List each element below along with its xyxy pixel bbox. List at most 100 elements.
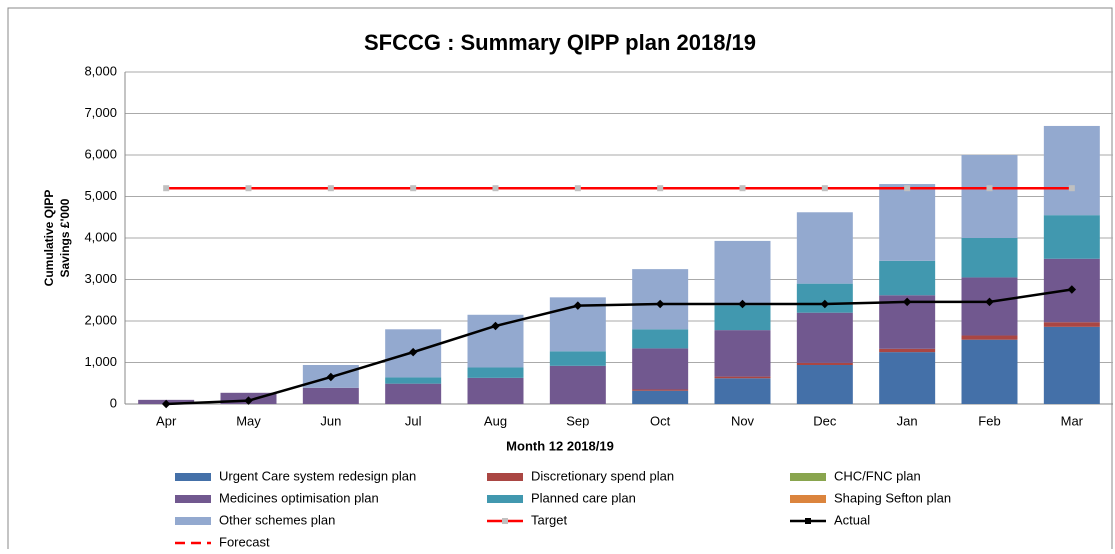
line-marker <box>410 185 417 192</box>
bar-segment <box>879 348 936 353</box>
legend-label: Shaping Sefton plan <box>834 490 951 505</box>
y-tick-label: 8,000 <box>84 63 117 78</box>
line-marker <box>408 347 418 357</box>
legend-swatch <box>790 495 826 503</box>
line-marker <box>574 185 581 192</box>
bar-segment <box>385 383 442 404</box>
line-marker <box>739 185 746 192</box>
legend-label: Discretionary spend plan <box>531 468 674 483</box>
bar-segment <box>714 330 771 377</box>
bar-segment <box>961 335 1018 340</box>
x-tick-label: Sep <box>566 413 589 428</box>
legend-swatch <box>487 473 523 481</box>
line-marker <box>985 297 994 307</box>
bar-segment <box>961 339 1018 404</box>
bar-segment <box>549 351 606 366</box>
legend-label: Forecast <box>219 534 270 549</box>
bar-segment <box>1043 125 1100 216</box>
bar-segment <box>796 212 853 284</box>
line-marker <box>657 185 664 192</box>
bar-segment <box>879 260 936 296</box>
line-marker <box>1067 285 1077 294</box>
x-tick-label: Mar <box>1061 413 1084 428</box>
legend-label: Medicines optimisation plan <box>219 490 379 505</box>
y-tick-label: 2,000 <box>84 312 117 327</box>
x-tick-label: Nov <box>731 413 755 428</box>
x-tick-label: Aug <box>484 413 507 428</box>
legend-label: Urgent Care system redesign plan <box>219 468 416 483</box>
line-marker <box>738 299 747 309</box>
y-tick-label: 1,000 <box>84 354 117 369</box>
line-marker <box>655 299 665 309</box>
legend-marker <box>805 518 811 524</box>
line-marker <box>327 185 334 192</box>
legend-marker <box>502 518 508 524</box>
bar-segment <box>796 362 853 365</box>
bar-segment <box>796 364 853 404</box>
bar-segment <box>1043 215 1100 259</box>
bar-segment <box>467 377 524 404</box>
line-marker <box>163 185 170 192</box>
legend-swatch <box>175 495 211 503</box>
bar-segment <box>632 329 689 349</box>
x-tick-label: Jan <box>897 413 918 428</box>
bar-segment <box>879 184 936 261</box>
bar-segment <box>467 367 524 378</box>
bar-segment <box>385 377 442 384</box>
legend-label: Target <box>531 512 568 527</box>
bar-segment <box>796 312 853 363</box>
line-marker <box>821 185 828 192</box>
legend-swatch <box>175 473 211 481</box>
bar-segment <box>632 389 689 391</box>
bar-segment <box>961 277 1018 336</box>
line-marker <box>902 297 912 307</box>
y-tick-label: 4,000 <box>84 229 117 244</box>
legend-swatch <box>790 473 826 481</box>
x-tick-label: Dec <box>813 413 837 428</box>
line-marker <box>904 185 911 192</box>
line-marker <box>986 185 993 192</box>
bar-segment <box>961 238 1018 278</box>
legend-label: Planned care plan <box>531 490 636 505</box>
bar-segment <box>632 348 689 390</box>
bar-segment <box>714 305 771 331</box>
line-marker <box>245 185 252 192</box>
legend-label: CHC/FNC plan <box>834 468 921 483</box>
bar-segment <box>1043 322 1100 327</box>
line-marker <box>491 321 500 331</box>
bar-segment <box>714 378 771 404</box>
x-tick-label: Jul <box>405 413 422 428</box>
y-tick-label: 3,000 <box>84 271 117 286</box>
bar-segment <box>796 283 853 313</box>
bar-segment <box>714 240 771 306</box>
legend-swatch <box>487 495 523 503</box>
line-marker <box>820 299 830 309</box>
y-axis-label: Savings £'000 <box>58 198 72 277</box>
x-tick-label: Apr <box>156 413 177 428</box>
x-tick-label: May <box>236 413 261 428</box>
y-axis-label: Cumulative QIPP <box>42 190 56 287</box>
x-tick-label: Jun <box>320 413 341 428</box>
line-marker <box>161 399 171 409</box>
legend-swatch <box>175 517 211 525</box>
line-marker <box>573 301 583 310</box>
legend-label: Other schemes plan <box>219 512 335 527</box>
bar-segment <box>961 155 1018 238</box>
x-axis-label: Month 12 2018/19 <box>506 438 614 453</box>
line-marker <box>1068 185 1075 192</box>
bar-segment <box>714 376 771 379</box>
legend-label: Actual <box>834 512 870 527</box>
line-marker <box>326 372 336 382</box>
x-tick-label: Oct <box>650 413 671 428</box>
x-tick-label: Feb <box>978 413 1000 428</box>
bar-segment <box>632 390 689 404</box>
bar-segment <box>632 269 689 330</box>
y-tick-label: 7,000 <box>84 105 117 120</box>
bar-segment <box>302 387 359 404</box>
line <box>166 288 1073 406</box>
bar-segment <box>549 365 606 404</box>
line-marker <box>492 185 499 192</box>
bar-segment <box>879 352 936 404</box>
y-tick-label: 6,000 <box>84 146 117 161</box>
